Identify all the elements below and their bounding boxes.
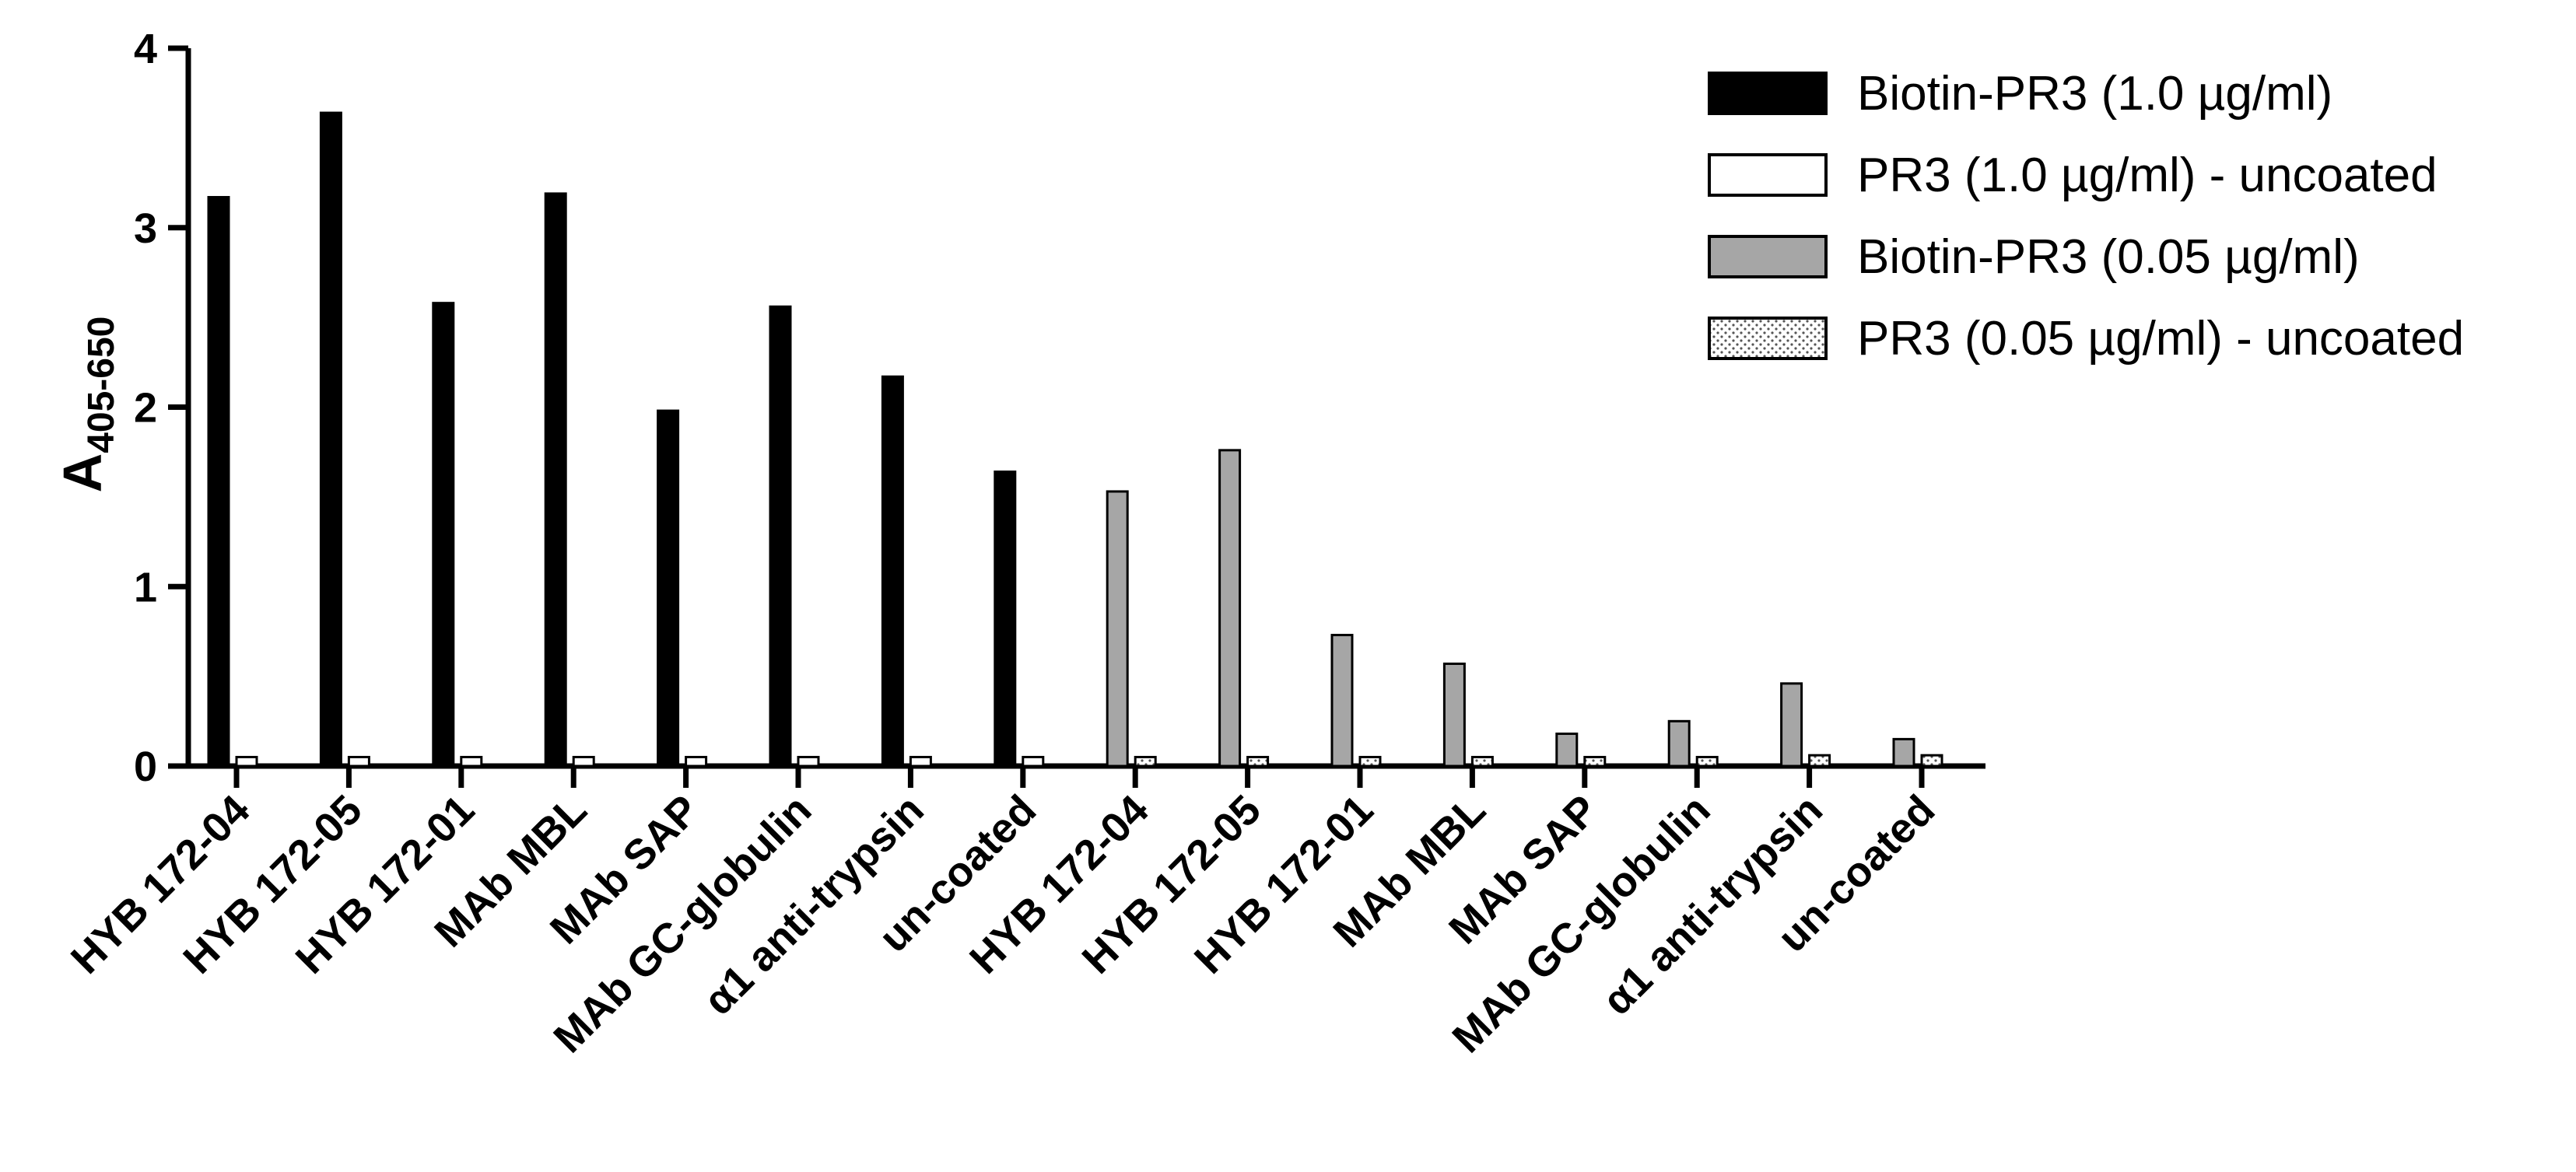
bar-1-6 [769,305,792,768]
y-tick-label: 1 [134,564,157,610]
x-ticks [233,766,1925,788]
bar-3-14 [1667,719,1691,768]
legend: Biotin-PR3 (1.0 µg/ml) PR3 (1.0 µg/ml) - … [1708,67,2464,366]
bar-1-8 [994,471,1017,768]
bar-2-4 [572,755,595,768]
bar-4-11 [1358,755,1382,768]
legend-swatch-4 [1708,317,1828,360]
legend-label-1: Biotin-PR3 (1.0 µg/ml) [1857,67,2332,121]
y-axis-label: A405-650 [52,317,122,493]
legend-label-2: PR3 (1.0 µg/ml) - uncoated [1857,149,2438,202]
y-tick-label: 4 [134,26,157,72]
bar-4-14 [1695,755,1719,768]
bar-4-16 [1920,754,1943,768]
bar-1-4 [544,192,567,768]
bar-2-6 [797,755,820,768]
y-axis: 0 1 2 3 4 [134,26,191,790]
bar-2-3 [460,755,483,768]
bar-2-2 [347,755,370,768]
bar-3-16 [1892,737,1915,768]
bar-1-3 [432,302,455,768]
bar-4-9 [1134,755,1157,768]
bar-1-7 [881,375,904,768]
bar-4-13 [1583,755,1607,768]
y-tick-label: 3 [134,205,157,252]
bar-1-2 [319,111,342,768]
bar-1-1 [207,196,230,768]
y-axis-label-subscript: 405-650 [81,317,122,453]
y-tick-label: 0 [134,743,157,790]
bar-4-12 [1470,755,1494,768]
legend-label-4: PR3 (0.05 µg/ml) - uncoated [1857,312,2464,366]
bar-2-5 [685,755,708,768]
bar-3-9 [1106,490,1129,768]
bar-2-1 [235,755,258,768]
bar-3-11 [1330,634,1354,768]
legend-swatch-3 [1708,235,1828,278]
y-tick-label: 2 [134,385,157,432]
bar-2-8 [1022,755,1045,768]
bar-3-13 [1555,732,1579,768]
legend-swatch-2 [1708,153,1828,197]
y-ticks: 0 1 2 3 4 [134,26,188,790]
bar-2-7 [909,755,932,768]
legend-swatch-1 [1708,72,1828,115]
x-axis [188,763,1985,788]
bar-4-15 [1808,754,1831,768]
bar-3-10 [1218,449,1242,768]
bar-4-10 [1246,755,1270,768]
bar-3-15 [1780,682,1803,768]
bar-3-12 [1442,662,1466,768]
bar-1-5 [657,409,680,768]
bars [207,111,1943,768]
legend-label-3: Biotin-PR3 (0.05 µg/ml) [1857,230,2360,284]
y-axis-label-main: A [52,453,113,493]
